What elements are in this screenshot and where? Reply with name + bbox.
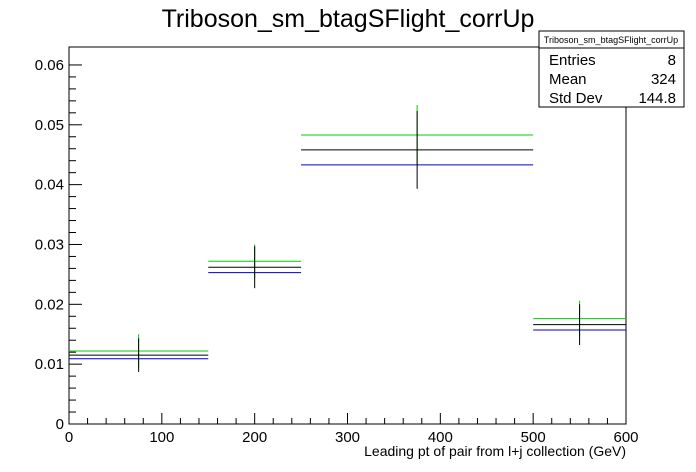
chart-title: Triboson_sm_btagSFlight_corrUp: [162, 5, 535, 33]
x-tick-label: 0: [65, 429, 73, 446]
x-axis-ticks: 0 100 200 300 400 500 600: [65, 413, 639, 446]
x-tick-label: 500: [521, 429, 546, 446]
y-tick-label: 0.05: [35, 117, 64, 134]
stats-box-title: Triboson_sm_btagSFlight_corrUp: [544, 35, 678, 45]
y-tick-label: 0.04: [35, 177, 64, 194]
y-tick-label: 0.01: [35, 356, 64, 373]
x-tick-label: 200: [242, 429, 267, 446]
x-tick-label: 600: [613, 429, 638, 446]
y-axis-ticks: 0 0.01 0.02 0.03 0.04 0.05 0.06: [35, 57, 82, 433]
stats-entries-value: 8: [668, 52, 676, 69]
stats-stddev-label: Std Dev: [549, 90, 603, 107]
x-tick-label: 100: [149, 429, 174, 446]
stats-entries-label: Entries: [549, 52, 596, 69]
x-tick-label: 400: [428, 429, 453, 446]
y-tick-label: 0: [56, 416, 64, 433]
x-tick-label: 300: [335, 429, 360, 446]
stats-stddev-value: 144.8: [638, 90, 676, 107]
y-tick-label: 0.03: [35, 236, 64, 253]
stats-mean-value: 324: [651, 71, 676, 88]
stats-box-frame: [538, 30, 685, 108]
x-axis-title: Leading pt of pair from l+j collection (…: [364, 443, 626, 459]
stats-box: Triboson_sm_btagSFlight_corrUp Entries 8…: [538, 30, 685, 108]
stats-mean-label: Mean: [549, 71, 587, 88]
data-series: [69, 105, 626, 372]
y-tick-label: 0.02: [35, 296, 64, 313]
y-tick-label: 0.06: [35, 57, 64, 74]
